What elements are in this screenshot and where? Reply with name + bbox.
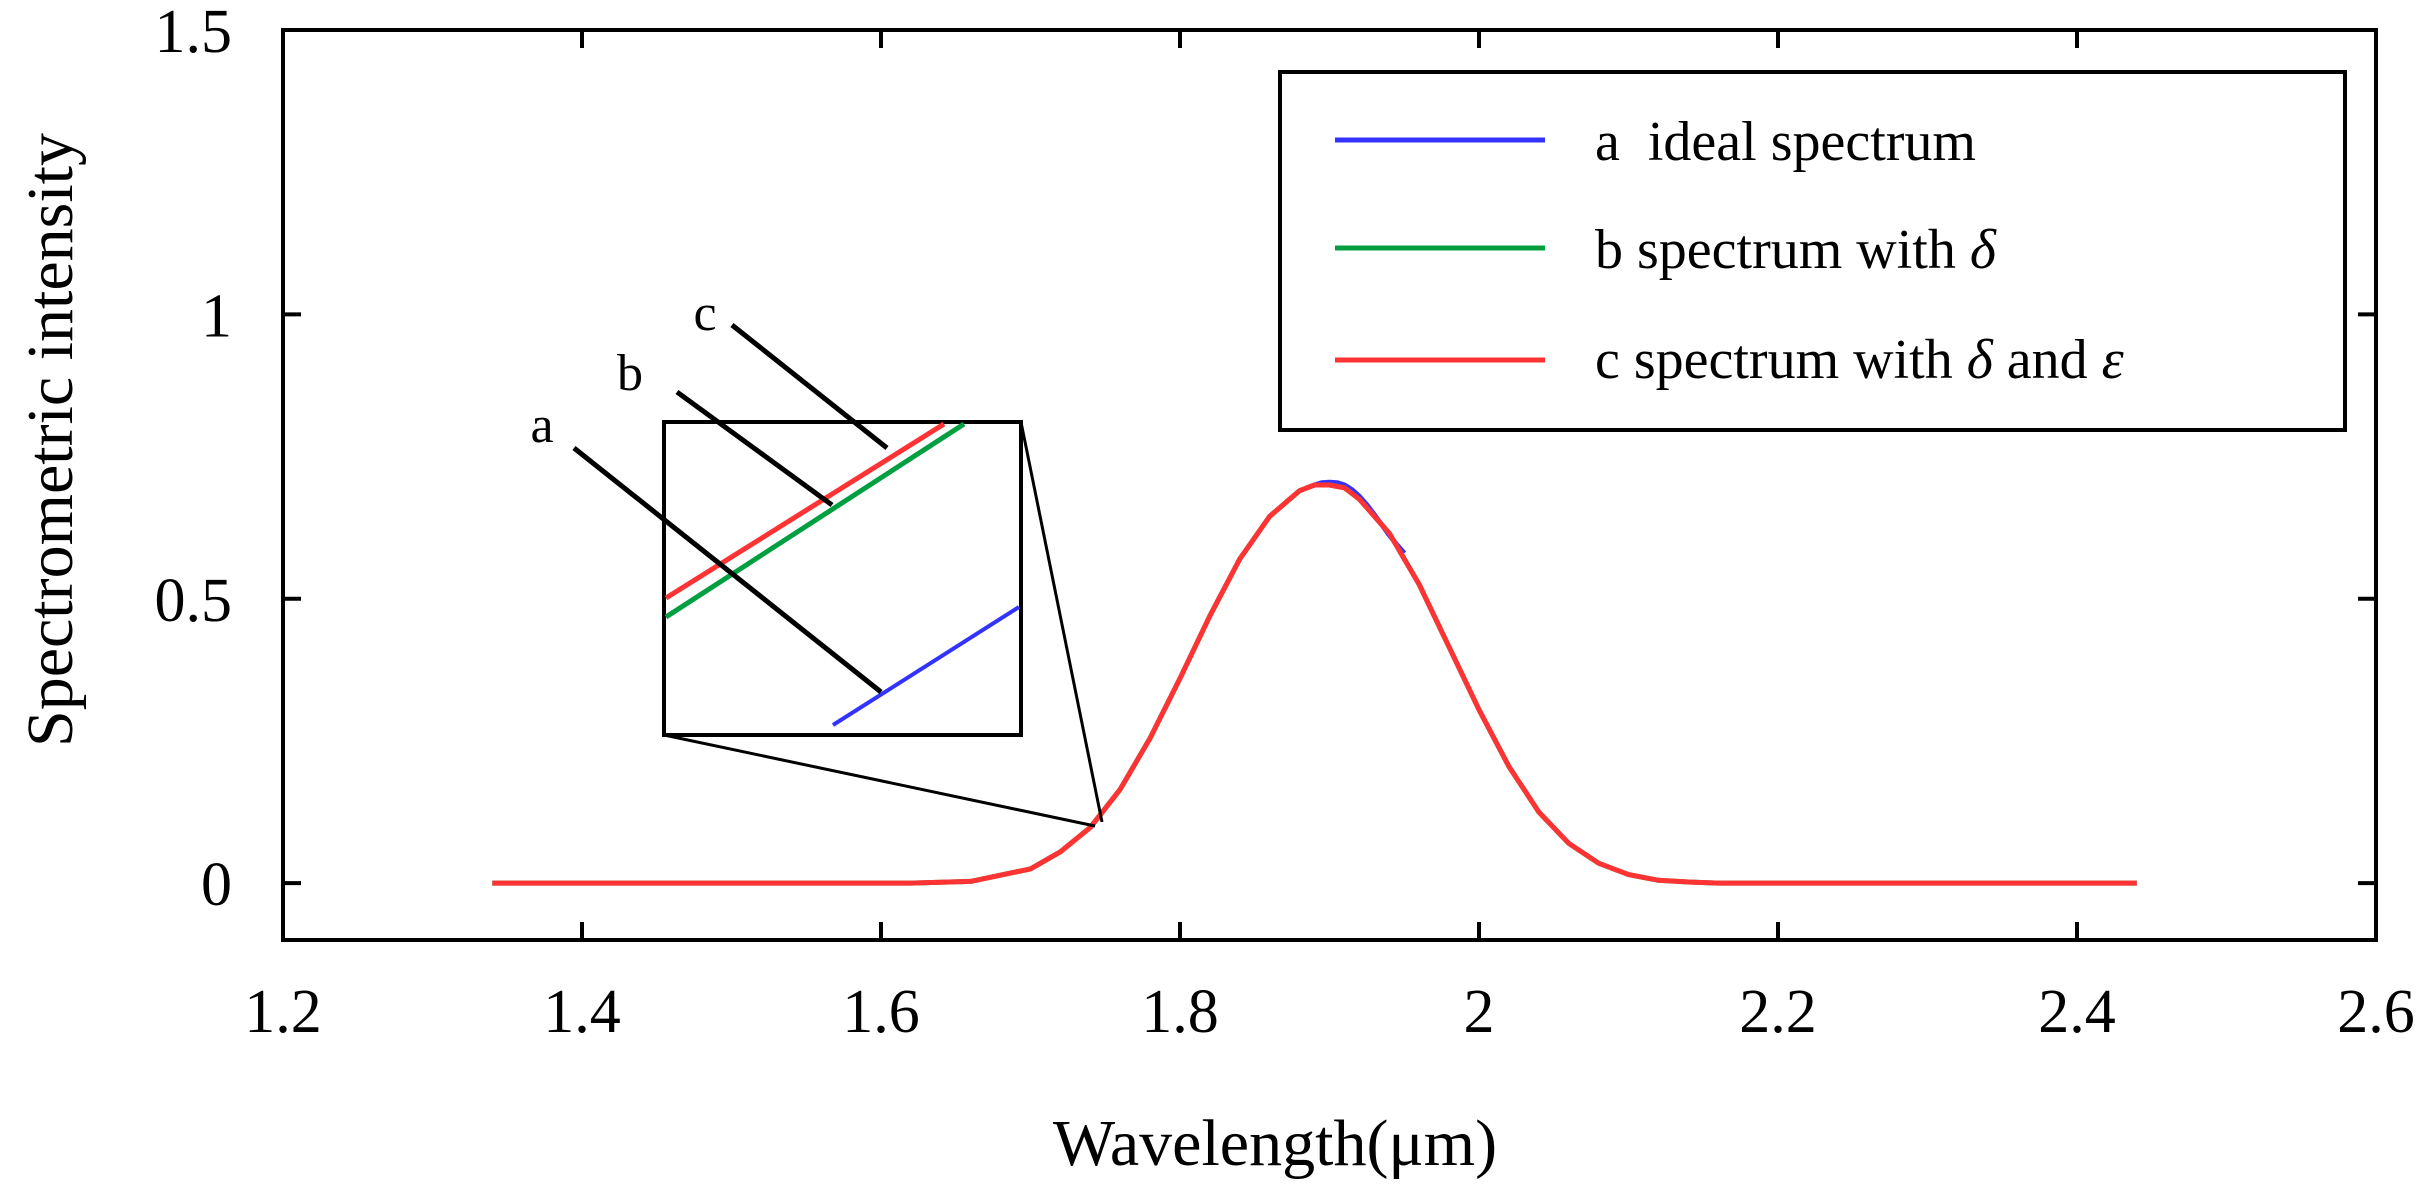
inset-label-b: b — [617, 345, 643, 402]
legend-math-delta-c: δ — [1967, 329, 1994, 391]
x-tick-label: 2.4 — [2038, 978, 2116, 1046]
inset-connector-bottom — [663, 733, 1096, 828]
inset-label-a: a — [530, 397, 553, 454]
zoom-inset: a b c — [530, 285, 1104, 828]
legend-label-delta-epsilon: c spectrum with δ and ε — [1595, 329, 2125, 391]
y-tick-label: 0 — [201, 851, 232, 919]
x-axis-title: Wavelength(μm) — [1053, 1107, 1497, 1180]
inset-line-a — [831, 605, 1021, 727]
legend-letter-b: b — [1595, 219, 1623, 281]
inset-connector-top — [1019, 421, 1104, 823]
ticks-layer: 1.2 1.4 1.6 1.8 2 2.2 2.4 2.6 0 0.5 1 1.5 — [155, 0, 2415, 1046]
legend-label-ideal: a ideal spectrum — [1595, 111, 1976, 173]
x-tick-label: 2 — [1464, 978, 1495, 1046]
legend-math-epsilon-c: ε — [2102, 329, 2125, 391]
inset-line-b — [664, 421, 966, 620]
legend: a ideal spectrum b spectrum with δ c spe… — [1278, 70, 2347, 432]
x-tick-label: 1.2 — [244, 978, 322, 1046]
legend-letter-c: c — [1595, 329, 1620, 391]
x-tick-label: 1.6 — [842, 978, 920, 1046]
legend-text-b: spectrum with — [1637, 219, 1970, 281]
inset-pointer-b — [675, 389, 834, 508]
legend-text-c: spectrum with — [1634, 329, 1967, 391]
legend-letter-a: a — [1595, 111, 1620, 173]
y-tick-label: 1.5 — [155, 0, 233, 66]
series-line-delta-epsilon — [492, 482, 2137, 886]
x-tick-label: 1.8 — [1141, 978, 1219, 1046]
inset-box — [662, 420, 1023, 737]
legend-and-c: and — [2007, 329, 2088, 391]
legend-box — [1278, 70, 2347, 432]
x-tick-label: 2.6 — [2337, 978, 2415, 1046]
y-tick-label: 1 — [201, 282, 232, 350]
legend-label-delta: b spectrum with δ — [1595, 219, 1997, 281]
legend-math-delta-b: δ — [1970, 219, 1997, 281]
inset-pointer-c — [730, 323, 889, 450]
x-tick-label: 2.2 — [1739, 978, 1817, 1046]
y-axis-title: Spectrometric intensity — [14, 133, 87, 747]
x-tick-label: 1.4 — [543, 978, 621, 1046]
inset-line-c — [664, 421, 946, 601]
inset-label-c: c — [693, 285, 716, 342]
inset-pointer-a — [572, 446, 883, 694]
y-tick-label: 0.5 — [155, 567, 233, 635]
series-layer — [492, 479, 2137, 886]
plot-frame — [281, 28, 2378, 942]
legend-text-a: ideal spectrum — [1648, 111, 1976, 173]
